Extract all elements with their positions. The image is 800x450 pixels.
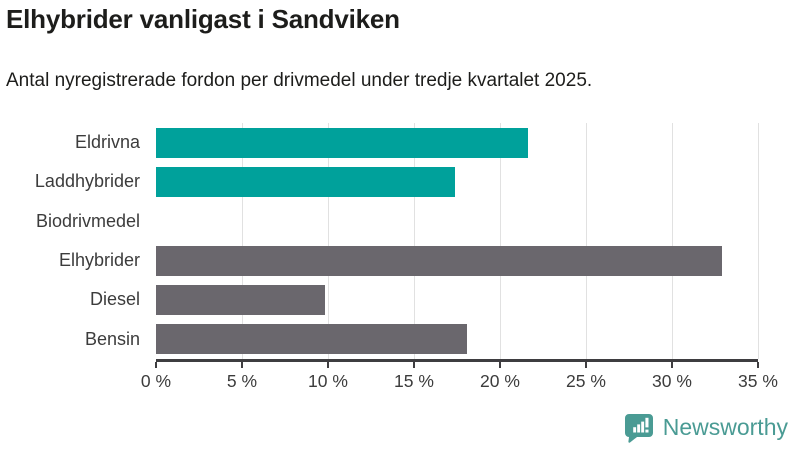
x-tick-label: 15 % [394,371,434,391]
y-axis-label: Eldrivna [74,132,140,152]
bar-bensin [156,324,468,355]
x-tick-mark [671,362,673,368]
chart-title: Elhybrider vanligast i Sandviken [6,4,400,34]
x-tick-label: 0 % [140,371,172,391]
x-tick-label: 10 % [308,371,348,391]
gridline [242,123,243,359]
x-tick-mark [499,362,501,368]
x-tick-label: 35 % [738,371,778,391]
y-axis-label: Biodrivmedel [35,210,140,231]
gridline [328,123,329,359]
x-tick-label: 25 % [566,371,606,391]
newsworthy-bubble-chart-icon [624,414,653,443]
x-tick-label: 30 % [652,371,692,391]
y-axis-label: Laddhybrider [34,171,140,192]
gridline [758,123,759,359]
newsworthy-wordmark: Newsworthy [662,414,788,440]
y-axis-label: Bensin [84,328,140,349]
x-tick-mark [585,362,587,368]
y-axis-label: Diesel [89,289,140,310]
x-tick-mark [327,362,329,368]
y-axis-label: Elhybrider [58,250,140,270]
x-axis: 0 % 5 % 10 % 15 % 20 % 25 % 30 % 35 % [141,362,778,396]
x-tick-mark [413,362,415,368]
gridline [500,123,501,359]
newsworthy-logo: Newsworthy [624,412,788,443]
gridline [586,123,587,359]
y-axis-labels: Eldrivna Laddhybrider Biodrivmedel Elhybrid… [0,123,148,359]
chart-subtitle: Antal nyregistrerade fordon per drivmede… [6,70,593,91]
x-tick-mark [155,362,157,368]
x-tick-label: 5 % [226,371,258,391]
bar-elhybrider [156,245,722,276]
gridline [672,123,673,359]
plot-area [156,123,759,362]
x-tick-mark [757,362,759,368]
bar-diesel [156,285,325,315]
bar-laddhybrider [156,167,456,197]
x-tick-mark [241,362,243,368]
bar-eldrivna [156,127,528,158]
gridline [414,123,415,359]
x-tick-label: 20 % [480,371,520,391]
